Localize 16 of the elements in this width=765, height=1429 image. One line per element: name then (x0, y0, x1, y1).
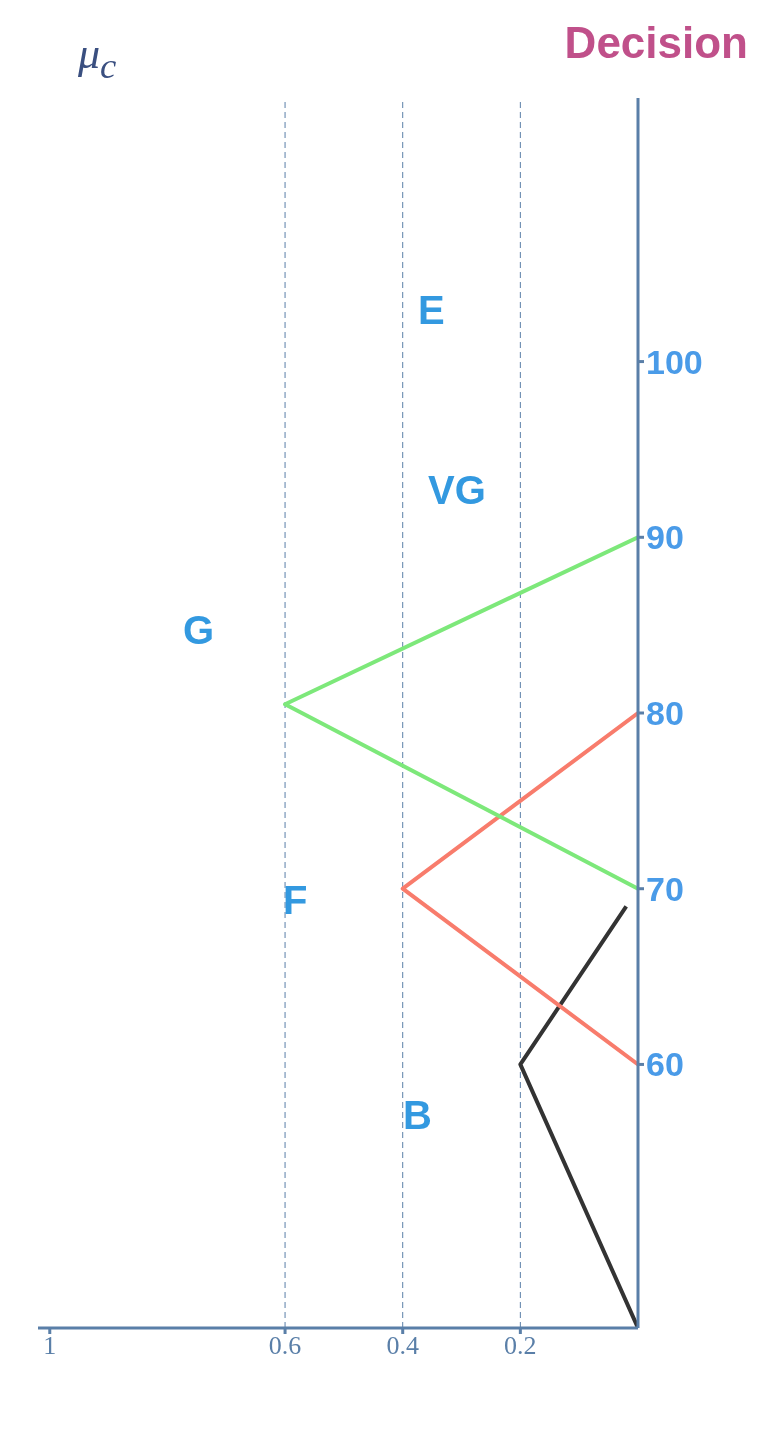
annotation: F (283, 878, 308, 923)
y-tick-label: 80 (646, 694, 684, 733)
y-tick-label: 70 (646, 869, 684, 908)
y-tick-label: 60 (646, 1045, 684, 1084)
y-tick-label: 90 (646, 518, 684, 557)
annotation: VG (428, 468, 486, 513)
x-tick-label: 1 (43, 1331, 57, 1361)
x-tick-label: 0.4 (386, 1331, 419, 1361)
annotation: B (403, 1093, 432, 1138)
y-axis-title: Decision (564, 18, 748, 68)
x-tick-label: 0.6 (268, 1331, 302, 1361)
annotation: E (418, 288, 445, 333)
annotation: G (183, 608, 215, 653)
x-axis-title: μ$_{c}$ (78, 28, 117, 87)
y-tick-label: 100 (646, 342, 703, 381)
x-tick-label: 0.2 (504, 1331, 537, 1361)
